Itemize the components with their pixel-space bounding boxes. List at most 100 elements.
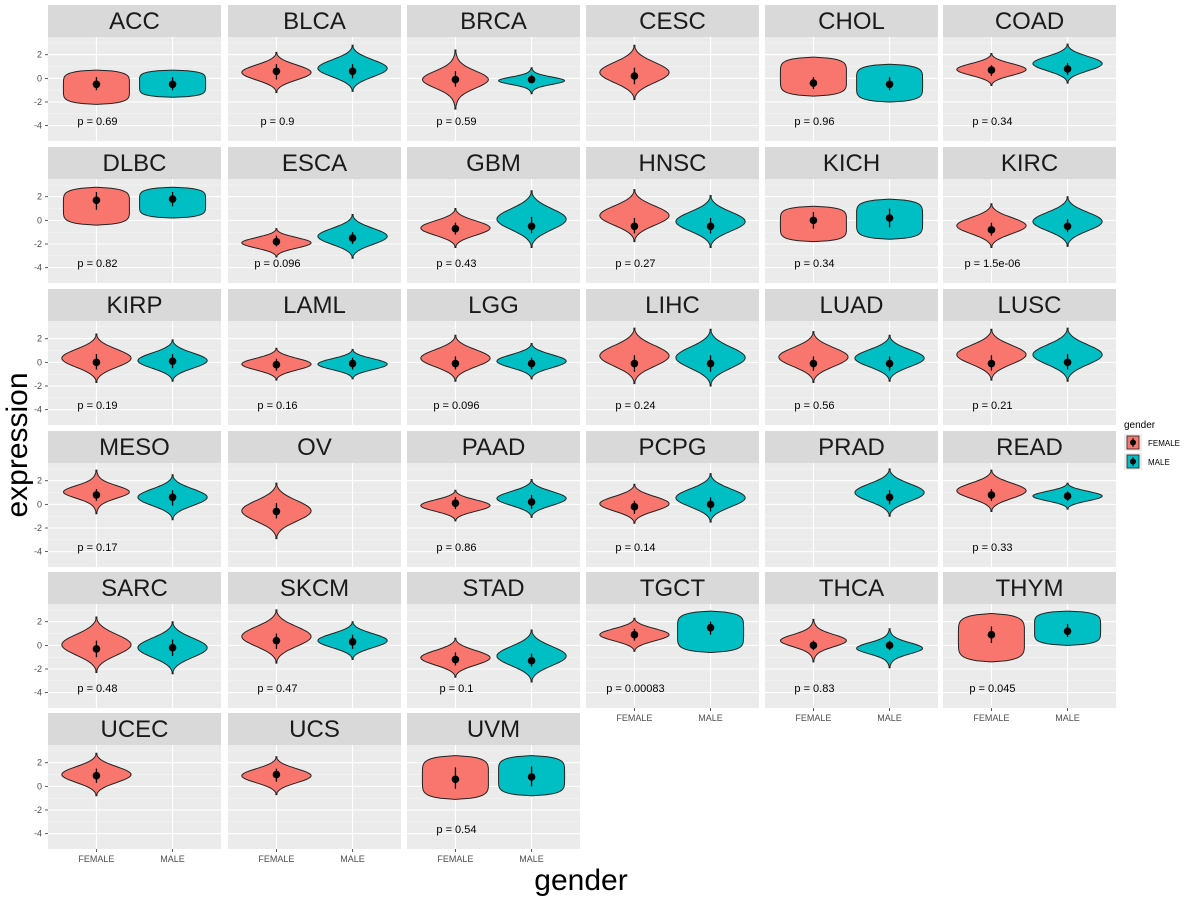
female-median-point: [809, 641, 818, 650]
facet-label: UCS: [289, 716, 340, 743]
x-tick-label: FEMALE: [973, 713, 1009, 723]
p-value-label: p = 0.14: [615, 542, 655, 554]
facet-label: STAD: [462, 575, 524, 602]
female-violin: [956, 328, 1027, 381]
x-tick-label: FEMALE: [616, 713, 652, 723]
x-tick-label: MALE: [519, 854, 544, 864]
y-axis-title: expression: [1, 372, 34, 517]
facet-panel-tgct: TGCT p = 0.00083 FEMALE MALE: [586, 572, 759, 723]
male-median-point: [168, 80, 177, 89]
facet-panel-ov: OV: [228, 431, 401, 567]
x-tick-label: MALE: [160, 854, 185, 864]
facet-panel-brca: BRCA p = 0.59: [407, 5, 580, 141]
p-value-label: p = 0.48: [77, 683, 117, 695]
facet-strip: [407, 713, 580, 745]
facet-label: HNSC: [638, 150, 706, 177]
facet-panel-pcpg: PCPG p = 0.14: [586, 431, 759, 567]
male-median-point: [1063, 222, 1072, 231]
facet-panel-chol: CHOL p = 0.96: [765, 5, 938, 141]
legend-label: FEMALE: [1148, 439, 1180, 448]
facet-strip: [48, 572, 221, 604]
facet-panel-esca: ESCA p = 0.096: [228, 147, 401, 283]
facet-label: UVM: [467, 716, 520, 743]
facet-label: READ: [996, 434, 1063, 461]
female-median-point: [630, 630, 639, 639]
facet-panel-coad: COAD p = 0.34: [943, 5, 1116, 141]
facet-strip: [407, 289, 580, 321]
legend-entry-female: FEMALE: [1124, 434, 1180, 451]
facet-label: SKCM: [280, 575, 349, 602]
facet-panel-stad: STAD p = 0.1: [407, 572, 580, 708]
facet-panel-uvm: UVM p = 0.54 FEMALE MALE: [407, 713, 580, 864]
female-median-point: [272, 67, 281, 76]
facet-panel-kirp: KIRP p = 0.19 2 0 -2 -4: [34, 289, 221, 425]
female-violin: [779, 56, 847, 97]
male-median-point: [168, 357, 177, 365]
facet-label: PCPG: [638, 434, 706, 461]
female-median-point: [92, 196, 101, 205]
facet-panel-ucec: UCEC 2 0 -2 -4 FEMALE MALE: [34, 713, 221, 864]
facet-panel-lusc: LUSC p = 0.21: [943, 289, 1116, 425]
female-median-point: [451, 75, 460, 84]
facet-panel-dlbc: DLBC p = 0.82 2 0 -2 -4: [34, 147, 221, 283]
p-value-label: p = 1.5e-06: [964, 258, 1020, 270]
p-value-label: p = 0.19: [77, 400, 117, 412]
facet-strip: [228, 147, 401, 179]
male-median-point: [1063, 627, 1072, 635]
y-tick-label: -4: [34, 405, 42, 415]
y-tick-label: -4: [34, 263, 42, 273]
male-median-point: [885, 359, 894, 368]
p-value-label: p = 0.34: [972, 116, 1012, 128]
facet-strip: [765, 5, 938, 37]
y-tick-label: 0: [37, 357, 42, 367]
facet-label: OV: [297, 434, 332, 461]
facet-strip: [48, 431, 221, 463]
facet-strip: [943, 431, 1116, 463]
facet-label: DLBC: [102, 150, 166, 177]
facet-strip: [48, 289, 221, 321]
p-value-label: p = 0.83: [794, 683, 834, 695]
male-median-point: [168, 195, 177, 203]
legend: gender FEMALE MALE: [1124, 420, 1180, 470]
facet-strip: [228, 431, 401, 463]
facet-panel-hnsc: HNSC p = 0.27: [586, 147, 759, 283]
p-value-label: p = 0.096: [254, 258, 300, 270]
facet-label: KIRP: [106, 292, 162, 319]
p-value-label: p = 0.86: [436, 542, 476, 554]
male-median-point: [348, 638, 357, 646]
p-value-label: p = 0.69: [77, 116, 117, 128]
female-median-point: [987, 226, 996, 234]
male-median-point: [527, 498, 536, 506]
female-median-point: [987, 630, 996, 639]
p-value-label: p = 0.54: [436, 824, 476, 836]
x-tick-label: MALE: [340, 854, 365, 864]
x-tick-label: FEMALE: [78, 854, 114, 864]
male-median-point: [706, 222, 715, 231]
y-tick-label: 0: [37, 73, 42, 83]
facet-label: BRCA: [460, 8, 527, 35]
p-value-label: p = 0.56: [794, 400, 834, 412]
facet-panel-ucs: UCS FEMALE MALE: [228, 713, 401, 864]
p-value-label: p = 0.00083: [606, 683, 664, 695]
facet-label: LIHC: [645, 292, 700, 319]
female-median-point: [92, 771, 101, 780]
y-tick-label: -2: [34, 381, 42, 391]
female-median-point: [987, 359, 996, 368]
male-median-point: [885, 214, 894, 222]
facet-label: THCA: [819, 575, 884, 602]
facet-label: SARC: [101, 575, 168, 602]
facet-strip: [765, 572, 938, 604]
facet-panel-sarc: SARC p = 0.48 2 0 -2 -4: [34, 572, 221, 708]
facet-panel-thca: THCA p = 0.83 FEMALE MALE: [765, 572, 938, 723]
female-median-point: [451, 655, 460, 664]
p-value-label: p = 0.045: [969, 683, 1015, 695]
male-median-point: [1063, 65, 1072, 73]
male-median-point: [1063, 492, 1072, 500]
p-value-label: p = 0.9: [260, 116, 294, 128]
facet-strip: [48, 147, 221, 179]
facet-strip: [228, 713, 401, 745]
male-median-point: [706, 623, 715, 632]
facet-label: KICH: [823, 150, 880, 177]
facet-panel-kirc: KIRC p = 1.5e-06: [943, 147, 1116, 283]
